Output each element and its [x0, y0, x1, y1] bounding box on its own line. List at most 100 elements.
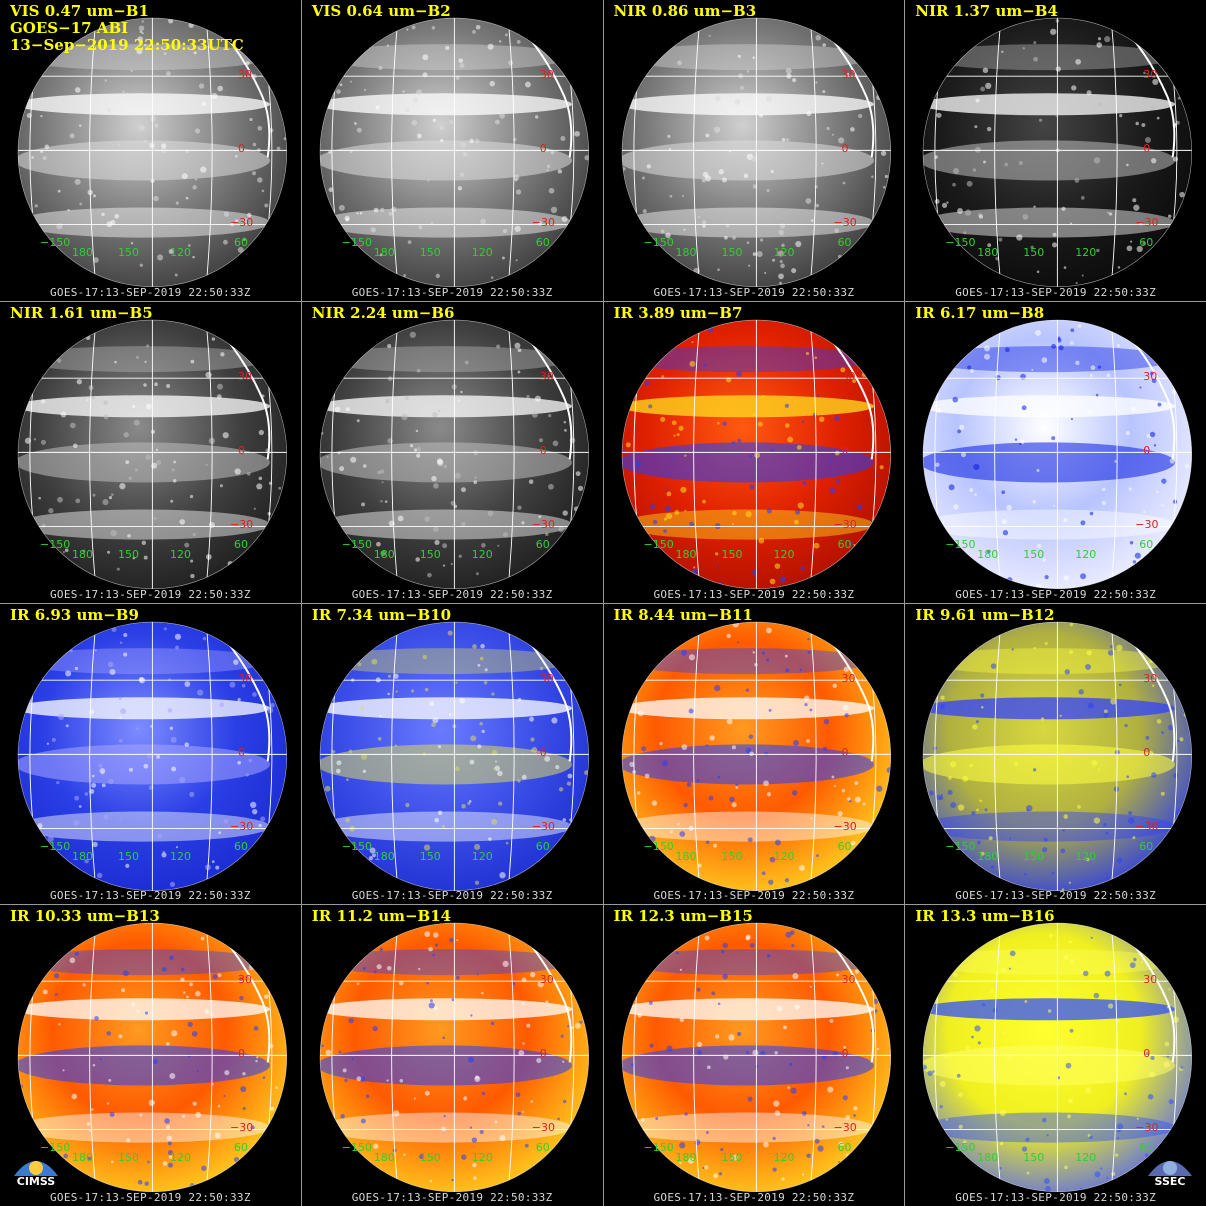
latitude-label: 30 [539, 68, 554, 81]
header-line2: GOES−17 ABI [10, 19, 129, 37]
longitude-label: 180 [675, 547, 697, 561]
latitude-label: 30 [841, 369, 856, 383]
longitude-label: 60 [535, 537, 550, 551]
coastline [523, 936, 573, 1063]
coastline [1127, 936, 1176, 1063]
timestamp-footer: GOES-17:13-SEP-2019 22:50:33Z [351, 889, 553, 903]
longitude-label: −150 [643, 1141, 674, 1155]
disk-limb [922, 922, 1193, 1193]
coastline [221, 333, 271, 460]
band-panel: NIR 1.37 um−B4 30 0 −30 −150 180 150 120 60 GOES-… [905, 0, 1206, 301]
longitude-label: −150 [341, 537, 372, 551]
coastline [825, 31, 874, 158]
band-panel: IR 6.17 um−B8 30 0 −30 −150 180 150 120 60 GOES-1… [905, 301, 1206, 603]
earth-disk-image [319, 621, 589, 891]
disk-limb [17, 17, 288, 288]
timestamp-footer: GOES-17:13-SEP-2019 22:50:33Z [49, 1191, 251, 1204]
longitude-label: 60 [234, 236, 248, 249]
latitude-label: 30 [539, 973, 554, 987]
longitude-label: 150 [721, 246, 743, 259]
coastline [1127, 634, 1176, 762]
header-line3: 13−Sep−2019 22:50:33UTC [10, 36, 244, 54]
coastline [1127, 333, 1176, 460]
longitude-label: 150 [721, 1151, 743, 1165]
timestamp-footer: GOES-17:13-SEP-2019 22:50:33Z [351, 1191, 553, 1204]
latitude-label: 0 [238, 1047, 245, 1061]
latitude-label: 30 [1143, 671, 1158, 685]
ssec-logo: SSEC [1142, 1146, 1198, 1190]
longitude-label: −150 [341, 236, 372, 249]
earth-disk-image [319, 17, 589, 288]
longitude-label: 180 [977, 547, 999, 561]
timestamp-footer: GOES-17:13-SEP-2019 22:50:33Z [653, 889, 855, 903]
longitude-label: 150 [1023, 547, 1045, 561]
longitude-label: 150 [118, 547, 139, 561]
longitude-label: 180 [373, 1151, 395, 1165]
latitude-label: 0 [539, 443, 547, 457]
timestamp-footer: GOES-17:13-SEP-2019 22:50:33Z [49, 587, 251, 601]
band-label: VIS 0.47 um−B1 GOES−17 ABI 13−Sep−2019 22:… [10, 3, 244, 54]
latitude-label: 0 [841, 142, 849, 155]
longitude-label: 120 [471, 547, 493, 561]
band-panel: NIR 2.24 um−B6 30 0 −30 −150 180 150 120 60 GOES-… [301, 301, 603, 603]
longitude-label: 60 [837, 537, 852, 551]
timestamp-footer: GOES-17:13-SEP-2019 22:50:33Z [653, 1191, 855, 1204]
latitude-label: 0 [238, 443, 245, 457]
longitude-label: 60 [837, 839, 852, 853]
earth-disk-image [17, 621, 288, 891]
timestamp-footer: GOES-17:13-SEP-2019 22:50:33Z [351, 285, 553, 299]
band-panel: VIS 0.47 um−B1 GOES−17 ABI 13−Sep−2019 22:… [0, 0, 301, 301]
latitude-label: 0 [539, 1047, 547, 1061]
band-panel: IR 8.44 um−B11 30 0 −30 −150 180 150 120 60 GOES-… [603, 603, 905, 905]
latitude-label: −30 [1135, 216, 1159, 229]
longitude-label: 180 [72, 1151, 93, 1165]
disk-limb [922, 319, 1193, 589]
longitude-label: 150 [419, 246, 441, 259]
earth-disk-image [621, 922, 891, 1193]
coastline [523, 634, 573, 762]
disk-limb [621, 319, 891, 589]
timestamp-footer: GOES-17:13-SEP-2019 22:50:33Z [955, 587, 1156, 601]
longitude-label: −150 [945, 839, 976, 853]
longitude-label: 150 [1023, 1151, 1045, 1165]
longitude-label: 60 [535, 236, 550, 249]
timestamp-footer: GOES-17:13-SEP-2019 22:50:33Z [653, 587, 855, 601]
earth-disk-image [922, 922, 1193, 1193]
latitude-label: 0 [238, 142, 245, 155]
band-label: IR 10.33 um−B13 [10, 907, 160, 926]
coastline [825, 634, 874, 762]
longitude-label: 150 [1023, 246, 1045, 259]
longitude-label: −150 [40, 236, 71, 249]
disk-limb [621, 621, 891, 891]
latitude-label: −30 [230, 819, 254, 833]
band-label: NIR 1.37 um−B4 [915, 2, 1058, 20]
longitude-label: 60 [837, 236, 852, 249]
coastline [1127, 31, 1176, 158]
latitude-label: 0 [539, 142, 547, 155]
band-panel: NIR 1.61 um−B5 30 0 −30 −150 180 150 120 60 GOES-… [0, 301, 301, 603]
latitude-label: −30 [1135, 517, 1159, 531]
latitude-label: 0 [841, 1047, 849, 1061]
cimss-logo: CIMSS [8, 1146, 64, 1190]
longitude-label: 150 [118, 246, 139, 259]
longitude-label: 150 [1023, 849, 1045, 863]
timestamp-footer: GOES-17:13-SEP-2019 22:50:33Z [653, 285, 855, 299]
disk-limb [319, 922, 589, 1193]
longitude-label: 60 [837, 1141, 852, 1155]
latitude-label: 30 [238, 671, 252, 685]
coastline [523, 31, 573, 158]
band-panel: NIR 0.86 um−B3 30 0 −30 −150 180 150 120 60 GOES-… [603, 0, 905, 301]
earth-disk-image [17, 922, 288, 1193]
earth-disk-image [922, 17, 1193, 288]
latitude-label: −30 [1135, 819, 1159, 833]
longitude-label: 150 [118, 849, 139, 863]
band-label: NIR 0.86 um−B3 [613, 2, 757, 20]
longitude-label: 150 [118, 1151, 139, 1165]
longitude-label: 120 [170, 1151, 191, 1165]
earth-disk-image [922, 319, 1193, 589]
longitude-label: 60 [234, 1141, 248, 1155]
latitude-label: 30 [841, 973, 856, 987]
longitude-label: 120 [170, 547, 191, 561]
disk-limb [17, 922, 288, 1193]
longitude-label: −150 [643, 236, 674, 249]
